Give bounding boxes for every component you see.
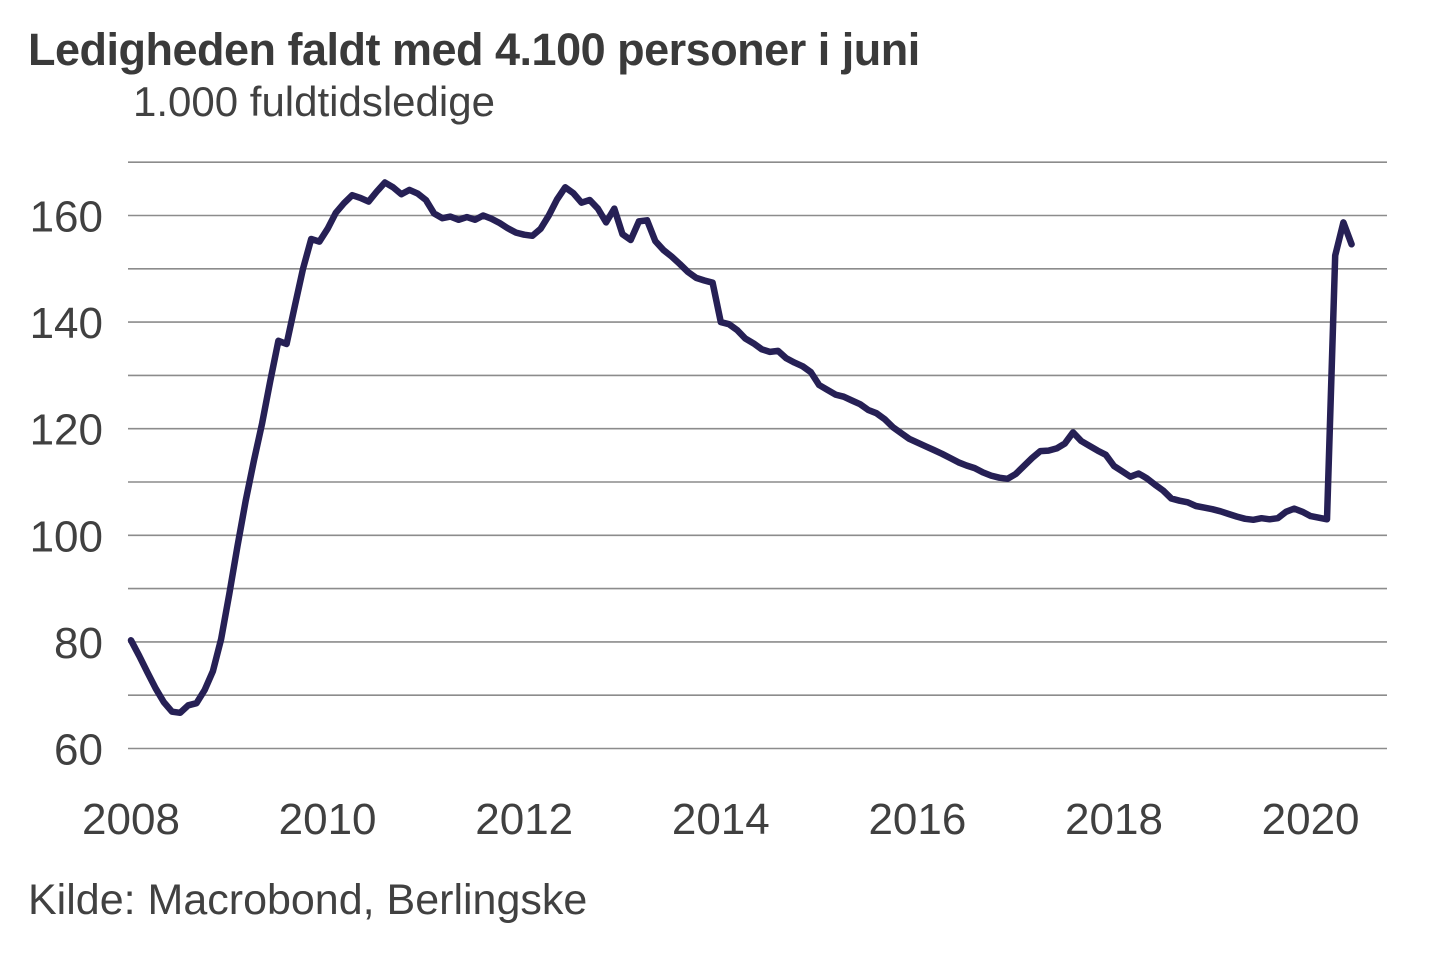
x-tick-label: 2012 bbox=[475, 795, 573, 844]
y-tick-label: 60 bbox=[54, 726, 103, 775]
x-tick-label: 2018 bbox=[1065, 795, 1163, 844]
y-tick-label: 160 bbox=[30, 193, 103, 242]
x-tick-label: 2014 bbox=[672, 795, 770, 844]
x-tick-label: 2020 bbox=[1262, 795, 1360, 844]
y-tick-label: 80 bbox=[54, 619, 103, 668]
chart-title: Ledigheden faldt med 4.100 personer i ju… bbox=[28, 24, 920, 75]
y-tick-label: 120 bbox=[30, 406, 103, 455]
x-tick-label: 2016 bbox=[868, 795, 966, 844]
y-tick-label: 140 bbox=[30, 299, 103, 348]
y-tick-label: 100 bbox=[30, 512, 103, 561]
chart-source: Kilde: Macrobond, Berlingske bbox=[28, 876, 588, 924]
x-tick-label: 2008 bbox=[82, 795, 180, 844]
x-tick-label: 2010 bbox=[279, 795, 377, 844]
unemployment-line bbox=[127, 179, 1355, 717]
chart-subtitle: 1.000 fuldtidsledige bbox=[133, 78, 495, 125]
